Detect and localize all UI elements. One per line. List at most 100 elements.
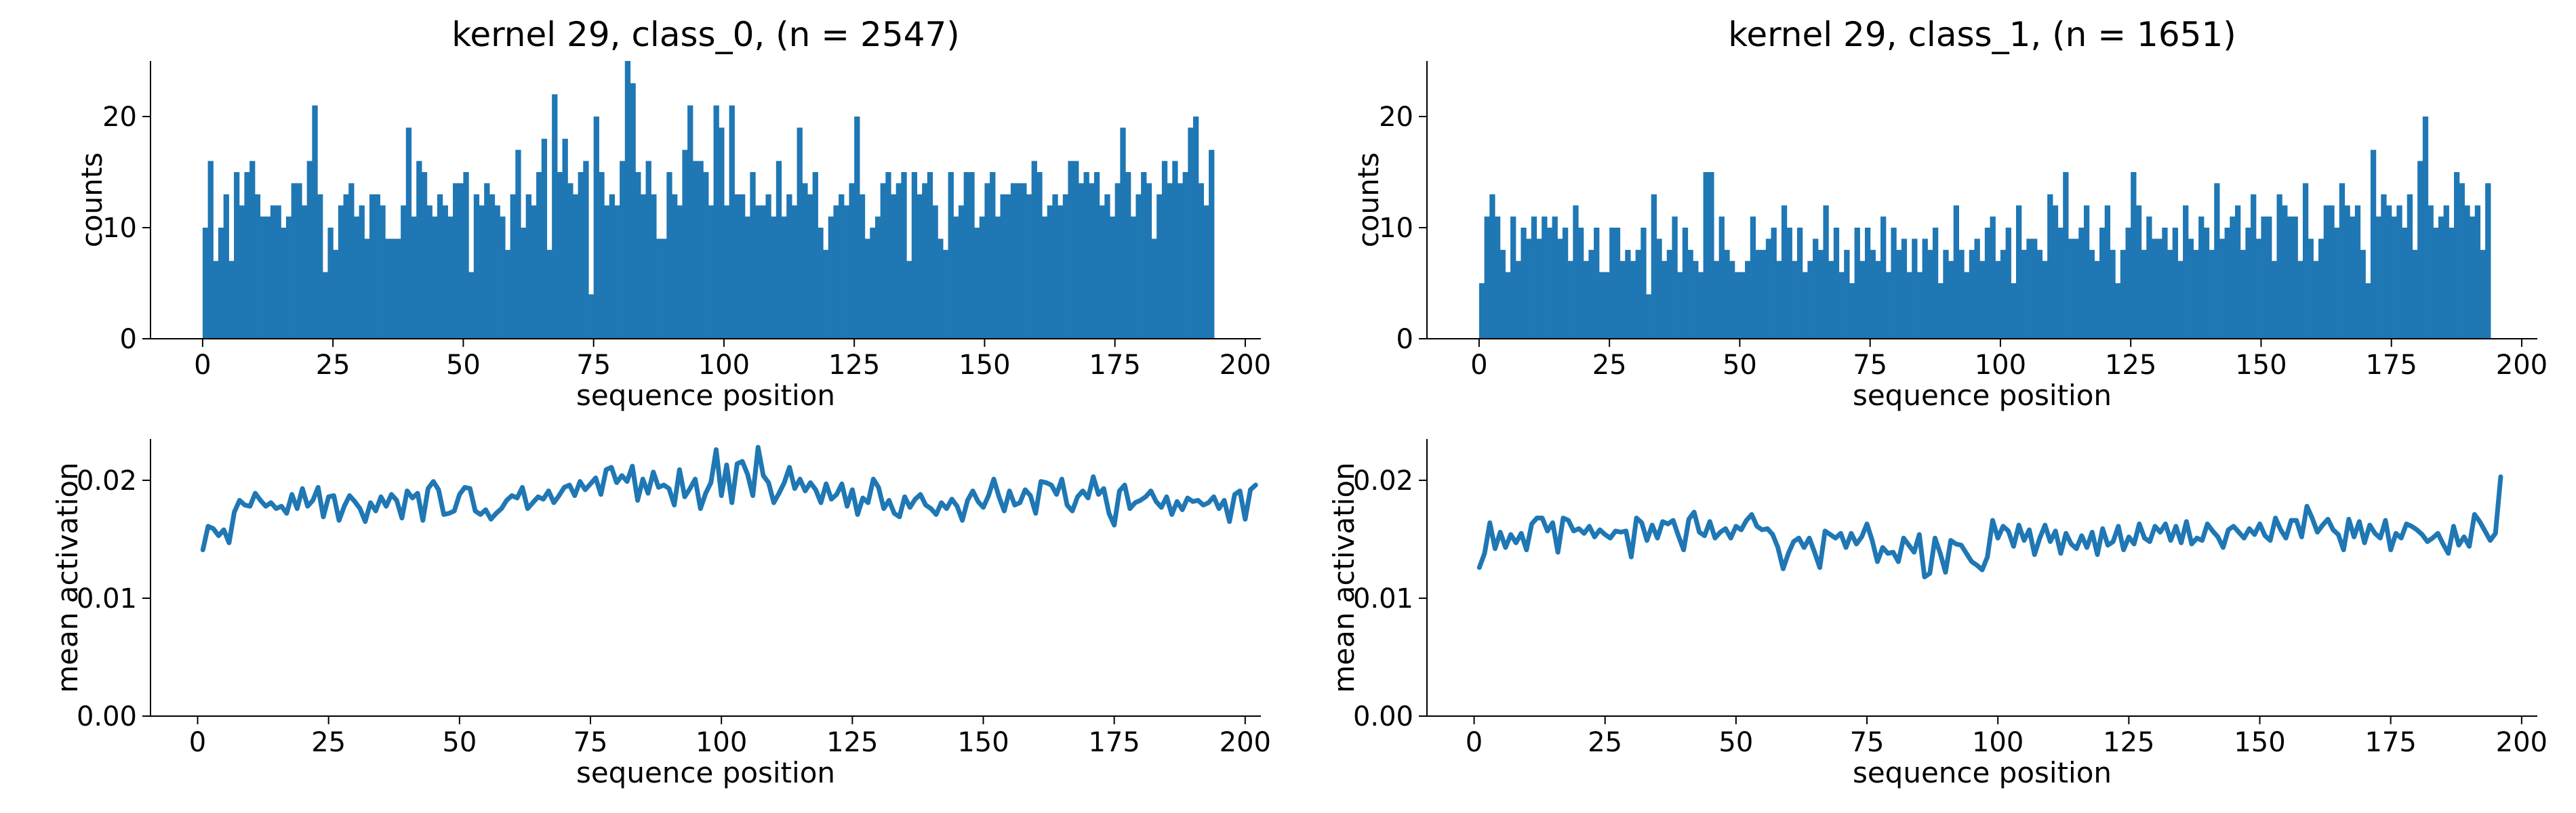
- histogram-bar: [2438, 216, 2444, 339]
- histogram-bar: [2209, 249, 2215, 339]
- histogram-bar: [870, 228, 876, 339]
- histogram-bar: [374, 194, 380, 339]
- histogram-bar: [364, 238, 370, 339]
- histogram-bar: [552, 94, 558, 339]
- histogram-bar: [348, 183, 355, 339]
- y-axis-label: counts: [75, 152, 108, 247]
- histogram-bar: [723, 205, 730, 339]
- histogram-bar: [500, 216, 506, 339]
- histogram-bar: [666, 172, 672, 339]
- histogram-bar: [781, 216, 787, 339]
- histogram-bar: [2245, 228, 2251, 339]
- histogram-bar: [1521, 228, 1527, 339]
- histogram-bar: [1682, 228, 1689, 339]
- x-axis-label: sequence position: [576, 756, 835, 789]
- histogram-bar: [630, 83, 636, 339]
- histogram-bar: [1755, 249, 1761, 339]
- histogram-bar: [2292, 216, 2298, 339]
- histogram-bar: [1089, 183, 1095, 339]
- histogram-bar: [2068, 238, 2074, 339]
- histogram-bar: [843, 205, 850, 339]
- histogram-bar: [369, 194, 376, 339]
- histogram-bar: [1864, 228, 1871, 339]
- histogram-bar: [327, 228, 334, 339]
- histogram-bar: [249, 161, 256, 339]
- histogram-bar: [1026, 194, 1032, 339]
- histogram-bar: [343, 194, 349, 339]
- histogram-bar: [1037, 172, 1043, 339]
- histogram-bar: [421, 172, 428, 339]
- histogram-bar: [468, 272, 475, 339]
- histogram-bar: [1125, 172, 1131, 339]
- histogram-bar: [2104, 205, 2111, 339]
- histogram-bar: [525, 194, 531, 339]
- histogram-bar: [489, 194, 496, 339]
- histogram-bar: [807, 194, 813, 339]
- histogram-bar: [1515, 261, 1522, 339]
- histogram-bar: [218, 228, 224, 339]
- histogram-bar: [1588, 249, 1594, 339]
- bar-group: [1478, 117, 2491, 339]
- histogram-bar: [1635, 249, 1641, 339]
- histogram-bar: [521, 228, 527, 339]
- histogram-bar: [1677, 272, 1683, 339]
- histogram-bar: [207, 161, 214, 339]
- histogram-bar: [239, 205, 245, 339]
- histogram-bar: [818, 228, 824, 339]
- histogram-bar: [2276, 194, 2282, 339]
- histogram-bar: [885, 172, 891, 339]
- histogram-bar: [1745, 261, 1751, 339]
- y-tick-label: 0.02: [1353, 465, 1413, 497]
- histogram-bar: [2297, 261, 2303, 339]
- histogram-bar: [2407, 194, 2413, 339]
- histogram-bar: [2365, 283, 2371, 339]
- histogram-bar: [2177, 261, 2183, 339]
- histogram-bar: [1969, 249, 1975, 339]
- histogram-bar: [1619, 261, 1626, 339]
- histogram-bar: [1724, 249, 1730, 339]
- histogram-bar: [1697, 272, 1704, 339]
- x-tick-label: 0: [189, 727, 206, 758]
- histogram-bar: [1979, 261, 1986, 339]
- histogram-bar: [1760, 249, 1767, 339]
- histogram-bar: [974, 228, 980, 339]
- histogram-bar: [302, 205, 308, 339]
- histogram-bar: [1765, 238, 1772, 339]
- histogram-bar: [755, 205, 761, 339]
- histogram-bar: [2302, 183, 2309, 339]
- histogram-bar: [2266, 216, 2272, 339]
- histogram-bar: [2459, 183, 2465, 339]
- histogram-bar: [651, 194, 657, 339]
- histogram-bar: [1912, 238, 1918, 339]
- histogram-bar: [2428, 205, 2434, 339]
- x-axis-label: sequence position: [576, 379, 835, 412]
- histogram-bar: [2422, 117, 2429, 339]
- x-tick-label: 125: [826, 727, 878, 758]
- histogram-bar: [228, 261, 235, 339]
- histogram-bar: [2417, 161, 2423, 339]
- histogram-bar: [901, 172, 907, 339]
- histogram-bar: [823, 249, 829, 339]
- histogram-bar: [1109, 216, 1116, 339]
- x-axis-label: sequence position: [1853, 379, 2112, 412]
- histogram-bar: [1594, 228, 1600, 339]
- histogram-bar: [2464, 205, 2470, 339]
- histogram-bar: [1781, 205, 1788, 339]
- histogram-bar: [1703, 172, 1709, 339]
- histogram-bar: [927, 172, 933, 339]
- histogram-bar: [2135, 205, 2142, 339]
- histogram-bar: [1567, 261, 1573, 339]
- histogram-bar: [2323, 205, 2329, 339]
- histogram-bar: [2375, 216, 2381, 339]
- histogram-bar: [1750, 216, 1756, 339]
- histogram-bar: [682, 150, 688, 339]
- histogram-bar: [1828, 261, 1834, 339]
- histogram-bar: [938, 238, 944, 339]
- histogram-bar: [562, 138, 568, 339]
- histogram-bar: [1172, 161, 1178, 339]
- histogram-bar: [771, 216, 777, 339]
- histogram-bar: [442, 205, 448, 339]
- histogram-bar: [1823, 205, 1829, 339]
- histogram-bar: [1948, 261, 1954, 339]
- histogram-bar: [1817, 249, 1824, 339]
